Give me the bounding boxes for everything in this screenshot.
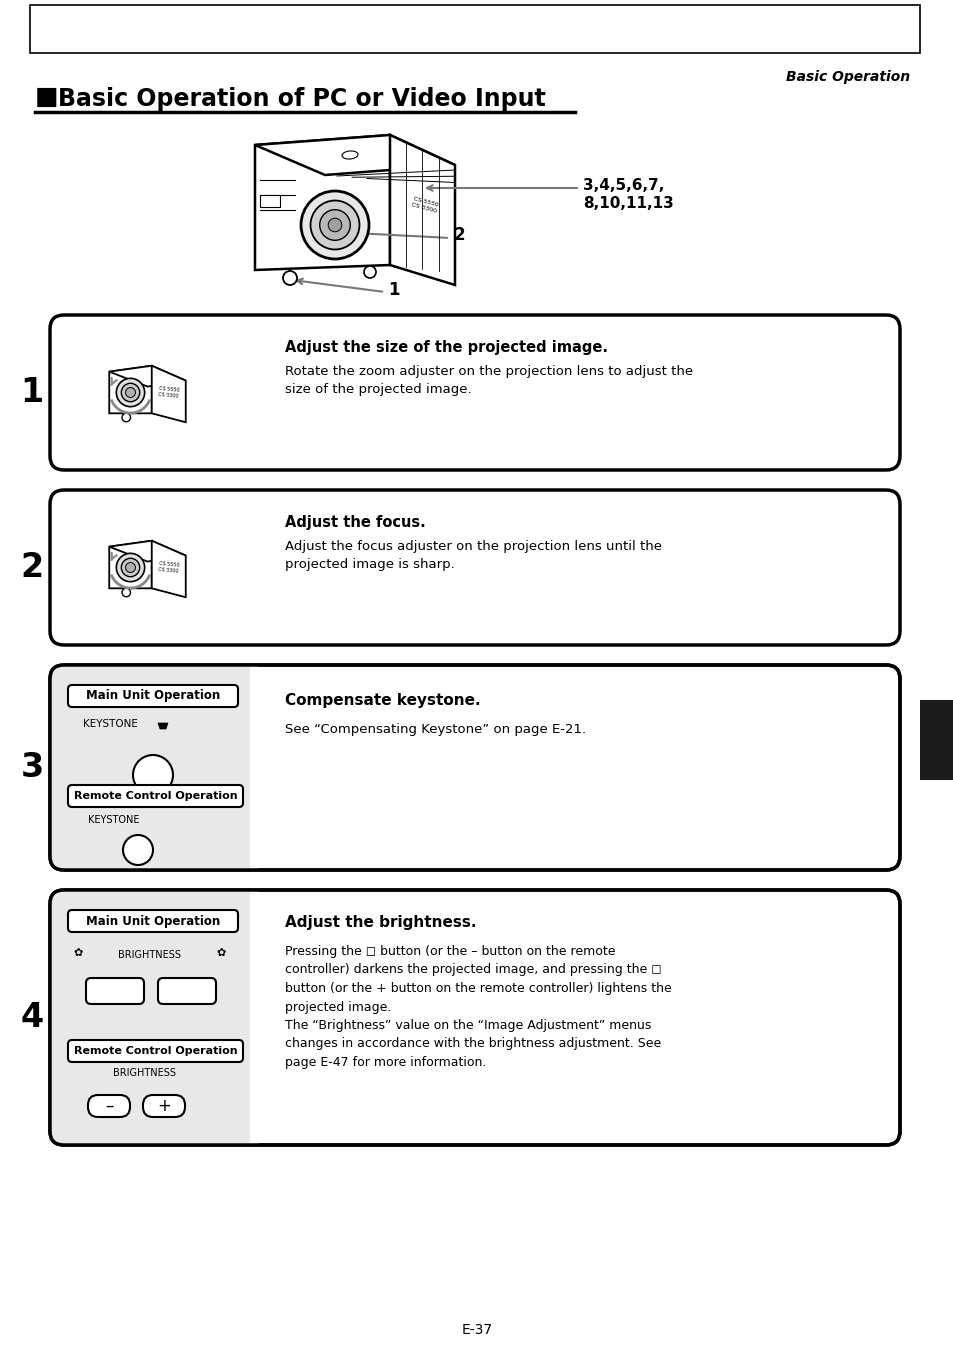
- Bar: [30, 5, 919, 53]
- Text: +: +: [157, 1097, 171, 1115]
- Text: ✿: ✿: [73, 948, 82, 958]
- FancyBboxPatch shape: [68, 910, 237, 931]
- Text: Rotate the zoom adjuster on the projection lens to adjust the
size of the projec: Rotate the zoom adjuster on the projecti…: [285, 365, 693, 396]
- FancyBboxPatch shape: [50, 491, 899, 644]
- Circle shape: [126, 387, 135, 398]
- Circle shape: [126, 562, 135, 573]
- Circle shape: [301, 191, 369, 259]
- Text: E-37: E-37: [461, 1322, 492, 1337]
- Text: BRIGHTNESS: BRIGHTNESS: [118, 950, 181, 960]
- Text: 3,4,5,6,7,: 3,4,5,6,7,: [582, 178, 663, 193]
- FancyBboxPatch shape: [143, 1095, 185, 1117]
- Polygon shape: [110, 541, 152, 588]
- FancyBboxPatch shape: [68, 685, 237, 706]
- Text: CS 5550
CS 3300: CS 5550 CS 3300: [411, 197, 438, 213]
- FancyBboxPatch shape: [68, 1041, 243, 1062]
- Circle shape: [121, 558, 139, 577]
- FancyBboxPatch shape: [50, 315, 899, 470]
- Text: 3: 3: [20, 751, 44, 785]
- Text: KEYSTONE: KEYSTONE: [88, 816, 139, 825]
- Ellipse shape: [342, 151, 357, 159]
- Bar: [260, 195, 280, 208]
- FancyBboxPatch shape: [158, 979, 215, 1004]
- Circle shape: [364, 266, 375, 278]
- Polygon shape: [152, 541, 186, 597]
- Bar: [250, 667, 270, 868]
- FancyBboxPatch shape: [88, 1095, 130, 1117]
- Text: Adjust the size of the projected image.: Adjust the size of the projected image.: [285, 340, 607, 355]
- FancyBboxPatch shape: [50, 665, 899, 869]
- Text: Adjust the brightness.: Adjust the brightness.: [285, 915, 476, 930]
- FancyBboxPatch shape: [50, 890, 899, 1144]
- Text: CS 5550
CS 3300: CS 5550 CS 3300: [158, 561, 179, 574]
- Circle shape: [310, 201, 359, 249]
- Text: Compensate keystone.: Compensate keystone.: [285, 693, 480, 708]
- Text: Adjust the focus adjuster on the projection lens until the
projected image is sh: Adjust the focus adjuster on the project…: [285, 541, 661, 572]
- Text: KEYSTONE: KEYSTONE: [83, 718, 138, 729]
- Text: Basic Operation: Basic Operation: [785, 70, 909, 84]
- Text: Remote Control Operation: Remote Control Operation: [73, 791, 237, 801]
- FancyBboxPatch shape: [50, 890, 265, 1144]
- Circle shape: [319, 210, 350, 240]
- Circle shape: [121, 383, 139, 402]
- Text: 1: 1: [388, 280, 399, 299]
- Polygon shape: [110, 365, 186, 387]
- Text: ✿: ✿: [215, 948, 225, 958]
- Circle shape: [122, 414, 131, 422]
- Text: Pressing the ◻ button (or the – button on the remote
controller) darkens the pro: Pressing the ◻ button (or the – button o…: [285, 945, 671, 1069]
- Circle shape: [283, 271, 296, 284]
- Circle shape: [116, 553, 145, 581]
- Circle shape: [116, 379, 145, 407]
- Text: Basic Operation of PC or Video Input: Basic Operation of PC or Video Input: [58, 88, 545, 111]
- Bar: [250, 892, 270, 1143]
- FancyBboxPatch shape: [68, 785, 243, 807]
- Text: 4: 4: [20, 1002, 44, 1034]
- Polygon shape: [254, 135, 455, 175]
- Text: –: –: [105, 1097, 113, 1115]
- Text: Main Unit Operation: Main Unit Operation: [86, 914, 220, 927]
- Bar: [919, 700, 953, 780]
- Text: ■: ■: [35, 85, 58, 109]
- Circle shape: [132, 755, 172, 795]
- Text: 8,10,11,13: 8,10,11,13: [582, 195, 673, 212]
- Text: CS 5550
CS 3300: CS 5550 CS 3300: [158, 387, 179, 399]
- Circle shape: [123, 834, 152, 865]
- Polygon shape: [110, 541, 186, 562]
- Circle shape: [122, 588, 131, 597]
- Polygon shape: [158, 723, 168, 729]
- Text: Main Unit Operation: Main Unit Operation: [86, 689, 220, 702]
- Polygon shape: [254, 135, 390, 270]
- Text: 2: 2: [20, 551, 44, 584]
- FancyBboxPatch shape: [86, 979, 144, 1004]
- Polygon shape: [110, 365, 152, 414]
- Text: 1: 1: [20, 376, 44, 408]
- Polygon shape: [152, 365, 186, 422]
- FancyBboxPatch shape: [50, 665, 265, 869]
- Text: Adjust the focus.: Adjust the focus.: [285, 515, 425, 530]
- Text: Remote Control Operation: Remote Control Operation: [73, 1046, 237, 1055]
- Text: See “Compensating Keystone” on page E-21.: See “Compensating Keystone” on page E-21…: [285, 723, 585, 736]
- Text: 2: 2: [454, 226, 465, 244]
- Text: BRIGHTNESS: BRIGHTNESS: [112, 1068, 175, 1078]
- Polygon shape: [390, 135, 455, 284]
- Circle shape: [328, 218, 341, 232]
